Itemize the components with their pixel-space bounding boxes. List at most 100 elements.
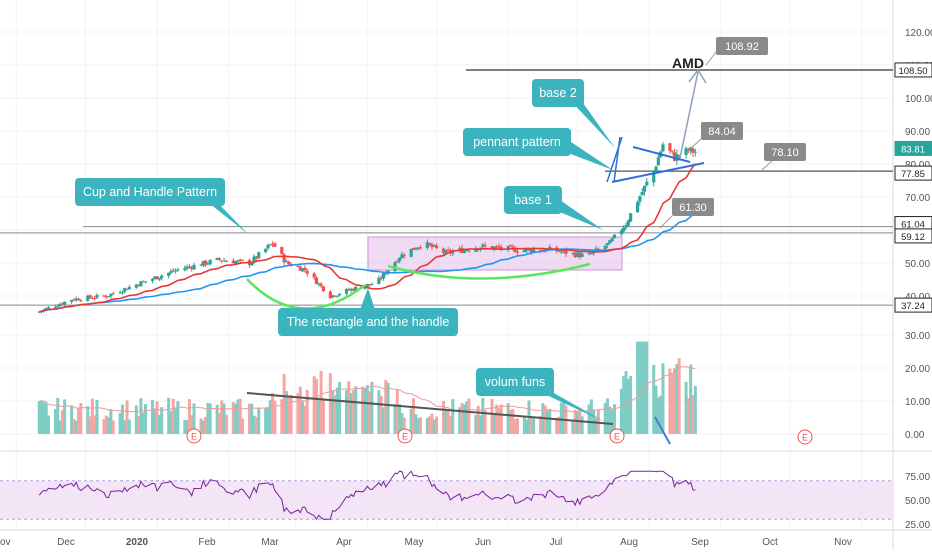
volume-bar xyxy=(661,363,665,434)
candle-body xyxy=(557,250,561,252)
time-axis[interactable]: ov Dec 2020 Feb Mar Apr May Jun Jul Aug Sep Oct Nov xyxy=(0,537,852,548)
candle-body xyxy=(525,248,529,251)
candle-body xyxy=(559,251,563,253)
volume-bar xyxy=(338,381,342,434)
volume-bar xyxy=(589,399,593,434)
callout-base2-pointer xyxy=(570,96,615,148)
volume-bar xyxy=(305,389,309,434)
volume-bar xyxy=(301,401,305,434)
callout-base1-box[interactable] xyxy=(504,186,562,214)
volume-bar xyxy=(435,416,439,434)
tag-connector xyxy=(686,138,702,153)
pennant-upper[interactable] xyxy=(632,146,691,163)
candle-body xyxy=(619,230,623,235)
candle-body xyxy=(141,281,145,283)
volume-bar xyxy=(139,398,143,434)
volume-bar xyxy=(490,398,494,434)
callout-volume-box[interactable] xyxy=(476,368,554,396)
base2-line[interactable] xyxy=(613,136,621,183)
candle-body xyxy=(220,260,224,262)
volume-bar xyxy=(481,398,485,434)
volume-bar xyxy=(287,397,291,434)
volume-bar xyxy=(349,393,353,434)
candle-body xyxy=(157,277,161,280)
volume-bar xyxy=(144,404,148,434)
volume-bar xyxy=(58,420,62,434)
candle-body xyxy=(495,246,499,248)
cup-curve[interactable] xyxy=(246,278,366,310)
target-arrow-shaft[interactable] xyxy=(679,71,699,159)
volume-bar xyxy=(691,395,695,434)
candle-body xyxy=(190,267,194,269)
candle-body xyxy=(490,246,494,250)
earnings-icon[interactable] xyxy=(397,428,413,444)
volume-bar xyxy=(183,420,187,434)
candle-body xyxy=(79,300,83,302)
callout-rect-handle-box[interactable] xyxy=(278,308,458,336)
candle-body xyxy=(72,299,76,301)
volume-bar xyxy=(187,399,191,434)
volume-bar xyxy=(365,385,369,434)
candle-body xyxy=(354,286,358,291)
earnings-icon[interactable] xyxy=(609,428,625,444)
time-axis-label: 2020 xyxy=(126,537,149,548)
callout-base2-box[interactable] xyxy=(532,79,584,107)
volume-bar xyxy=(543,405,547,434)
price-axis[interactable]: 120.00110.00100.0090.0080.0070.0060.0050… xyxy=(905,28,932,531)
candle-body xyxy=(185,266,189,269)
target-108-tag-bg xyxy=(716,37,768,55)
volume-bar xyxy=(444,408,448,434)
volume-bar xyxy=(677,358,681,434)
volume-bar xyxy=(610,409,614,434)
volume-bars xyxy=(37,341,697,434)
volume-bar xyxy=(176,401,180,434)
time-axis-label: May xyxy=(405,537,424,548)
candle-body xyxy=(173,270,178,272)
earnings-icon[interactable] xyxy=(797,429,813,445)
candle-body xyxy=(264,248,268,253)
candle-body xyxy=(511,246,515,248)
candle-body xyxy=(137,284,141,286)
pennant-lower[interactable] xyxy=(611,162,705,183)
callout-pennant-box[interactable] xyxy=(463,128,571,156)
candle-body xyxy=(238,259,242,261)
callout-cup-handle-box[interactable] xyxy=(75,178,225,206)
volume-bar xyxy=(545,409,549,434)
candle-body xyxy=(580,253,584,257)
earnings-label: E xyxy=(802,433,808,443)
volume-bar xyxy=(395,390,399,434)
candle-body xyxy=(317,283,321,285)
volume-bar xyxy=(208,403,212,434)
earnings-icon[interactable] xyxy=(186,428,202,444)
candle-body xyxy=(398,257,402,262)
volume-bar xyxy=(409,408,413,434)
volume-bar xyxy=(153,408,157,434)
target-arrow-head[interactable] xyxy=(688,68,707,84)
ma-fast-line xyxy=(39,163,696,313)
volume-bar xyxy=(379,395,383,434)
time-axis-label: ov xyxy=(0,537,11,548)
volume-bar xyxy=(506,403,510,434)
volume-bar xyxy=(640,341,644,434)
price-tick-label: 40.00 xyxy=(905,292,930,303)
candle-body xyxy=(201,260,205,266)
volume-bar xyxy=(264,408,268,434)
annotation-callouts[interactable]: Cup and Handle Pattern The rectangle and … xyxy=(75,79,615,422)
volume-bar xyxy=(284,391,288,434)
handle-curve[interactable] xyxy=(387,262,591,280)
candle-body xyxy=(192,264,196,270)
candle-body xyxy=(428,243,432,245)
candle-body xyxy=(562,250,566,252)
horizontal-levels[interactable] xyxy=(0,69,893,306)
volume-tick-label: 30.00 xyxy=(905,331,930,342)
volume-bar xyxy=(234,403,238,434)
candle-body xyxy=(134,284,138,288)
candle-body xyxy=(337,293,342,296)
volume-bar xyxy=(328,373,332,434)
candle-body xyxy=(335,295,339,297)
volume-bar xyxy=(190,415,194,434)
candle-body xyxy=(506,245,510,250)
